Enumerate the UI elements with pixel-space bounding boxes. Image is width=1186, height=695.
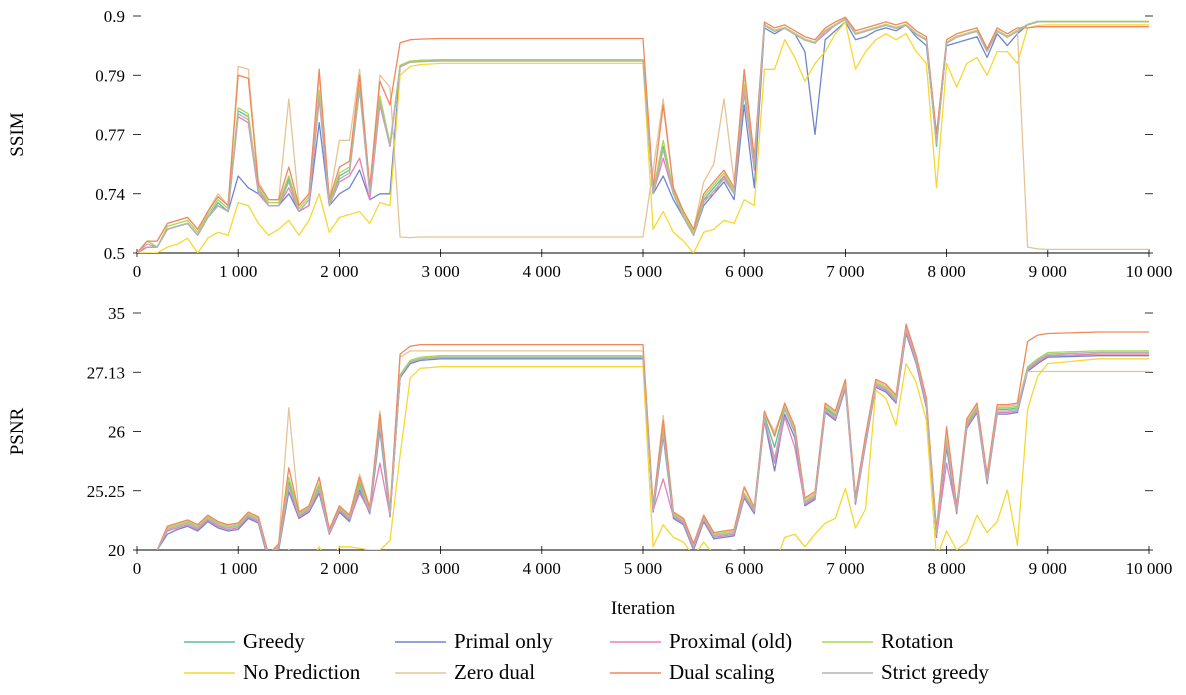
- legend-item: Proximal (old): [610, 629, 792, 653]
- psnr-xtick-label: 2 000: [320, 559, 358, 578]
- ssim-series-rotation: [137, 17, 1149, 253]
- psnr-xtick-label: 10 000: [1126, 559, 1173, 578]
- ssim-series-greedy: [137, 18, 1149, 253]
- psnr-series-dual-scaling: [156, 323, 1149, 550]
- ssim-xtick-label: 7 000: [826, 262, 864, 281]
- legend-item: No Prediction: [184, 660, 361, 684]
- ssim-xtick-label: 1 000: [219, 262, 257, 281]
- ssim-xtick-label: 3 000: [421, 262, 459, 281]
- ssim-xtick-label: 2 000: [320, 262, 358, 281]
- ssim-xtick-label: 8 000: [927, 262, 965, 281]
- legend-label: Strict greedy: [881, 660, 989, 684]
- psnr-xtick-label: 7 000: [826, 559, 864, 578]
- ssim-series-zero-dual: [137, 18, 1149, 253]
- psnr-xtick-label: 8 000: [927, 559, 965, 578]
- psnr-ytick-label: 26: [108, 423, 125, 442]
- ssim-series-strict-greedy: [137, 18, 1149, 253]
- legend-item: Zero dual: [395, 660, 535, 684]
- ssim-xtick-label: 9 000: [1029, 262, 1067, 281]
- legend: Greedy Primal only Proximal (old) Rotation N…: [184, 629, 989, 684]
- ssim-xtick-label: 10 000: [1126, 262, 1173, 281]
- ssim-series-primal-only: [137, 21, 1149, 253]
- ssim-panel: 0.5 0.74 0.77 0.79 0.9 0 1 000 2 000 3 000 4 000 5…: [7, 7, 1172, 281]
- ssim-series-no-prediction: [137, 21, 1149, 253]
- ssim-series-group: [137, 16, 1149, 253]
- ssim-ytick-label: 0.77: [95, 126, 125, 145]
- legend-label: Zero dual: [454, 660, 535, 684]
- ssim-series-proximal-old: [137, 18, 1149, 253]
- ssim-xtick-label: 0: [133, 262, 142, 281]
- legend-item: Rotation: [822, 629, 954, 653]
- ssim-xtick-label: 6 000: [725, 262, 763, 281]
- legend-label: Dual scaling: [669, 660, 775, 684]
- psnr-xtick-label: 5 000: [624, 559, 662, 578]
- psnr-ytick-label: 20: [108, 541, 125, 560]
- psnr-series-group: [156, 323, 1149, 550]
- psnr-xtick-label: 1 000: [219, 559, 257, 578]
- psnr-series-strict-greedy: [156, 328, 1149, 550]
- ssim-ytick-label: 0.5: [104, 244, 125, 263]
- psnr-panel: 20 25.25 26 27.13 35 0 1 000 2 000 3 000 4 000 5 0…: [7, 304, 1173, 578]
- ssim-ytick-label: 0.74: [95, 185, 125, 204]
- legend-label: Proximal (old): [669, 629, 792, 653]
- ssim-ytick-label: 0.9: [104, 7, 125, 26]
- legend-label: Rotation: [881, 629, 954, 653]
- ssim-ytick-label: 0.79: [95, 66, 125, 85]
- x-axis-label: Iteration: [611, 598, 676, 619]
- legend-item: Greedy: [184, 629, 305, 653]
- legend-item: Primal only: [395, 629, 553, 653]
- legend-label: Primal only: [454, 629, 553, 653]
- psnr-xtick-label: 3 000: [421, 559, 459, 578]
- ssim-y-axis-label: SSIM: [7, 112, 28, 156]
- psnr-xtick-label: 4 000: [523, 559, 561, 578]
- psnr-xtick-label: 9 000: [1029, 559, 1067, 578]
- psnr-ytick-label: 25.25: [87, 482, 125, 501]
- ssim-xtick-label: 4 000: [523, 262, 561, 281]
- psnr-ytick-label: 27.13: [87, 363, 125, 382]
- legend-label: No Prediction: [243, 660, 361, 684]
- ssim-xtick-label: 5 000: [624, 262, 662, 281]
- psnr-xtick-label: 0: [133, 559, 142, 578]
- psnr-ytick-label: 35: [108, 304, 125, 323]
- psnr-series-no-prediction: [288, 358, 1149, 550]
- legend-item: Dual scaling: [610, 660, 775, 684]
- legend-label: Greedy: [243, 629, 305, 653]
- psnr-xtick-label: 6 000: [725, 559, 763, 578]
- psnr-y-axis-label: PSNR: [7, 407, 28, 455]
- legend-item: Strict greedy: [822, 660, 989, 684]
